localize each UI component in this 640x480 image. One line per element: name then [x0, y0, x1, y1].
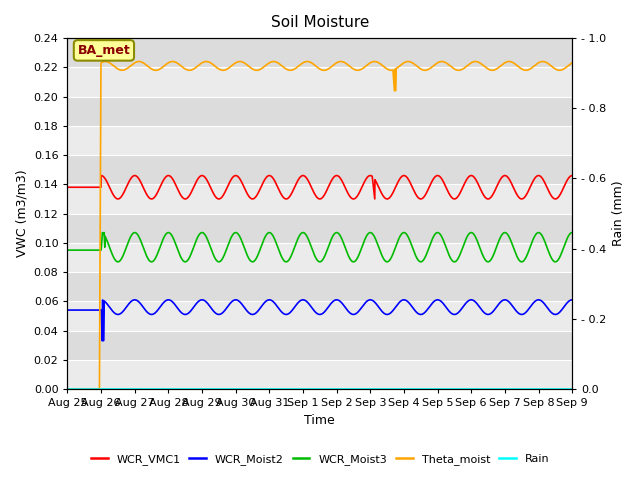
Bar — [67, 360, 572, 389]
Bar — [67, 184, 572, 214]
Y-axis label: VWC (m3/m3): VWC (m3/m3) — [15, 170, 28, 257]
Y-axis label: Rain (mm): Rain (mm) — [612, 181, 625, 246]
Bar — [67, 301, 572, 331]
Bar — [67, 126, 572, 155]
Title: Soil Moisture: Soil Moisture — [271, 15, 369, 30]
X-axis label: Time: Time — [305, 414, 335, 427]
Bar — [67, 243, 572, 272]
Legend: WCR_VMC1, WCR_Moist2, WCR_Moist3, Theta_moist, Rain: WCR_VMC1, WCR_Moist2, WCR_Moist3, Theta_… — [86, 450, 554, 469]
Text: BA_met: BA_met — [77, 44, 131, 57]
Bar — [67, 67, 572, 96]
